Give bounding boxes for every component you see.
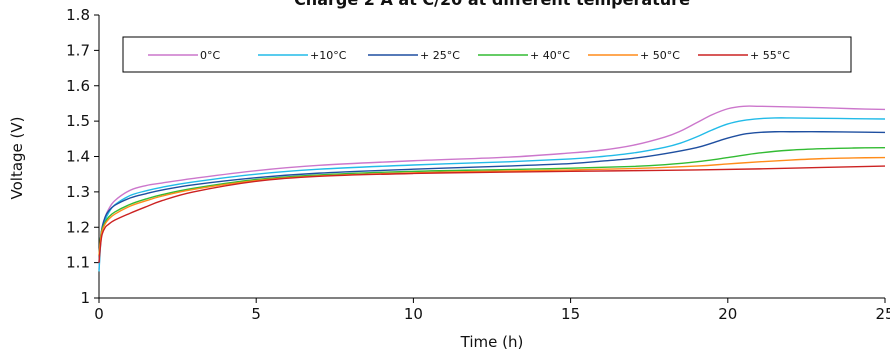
x-tick-label: 5 [251,305,261,323]
series-layer [98,105,886,272]
y-tick-label: 1.4 [66,148,90,166]
y-tick-label: 1.7 [66,41,90,59]
y-tick-label: 1.1 [66,254,90,272]
x-tick-label: 25 [875,305,890,323]
series-line-3 [98,146,886,256]
axes: 1 1.1 1.2 1.3 1.4 1.5 1.6 1.7 1.8 0 5 10 15 20 25 [66,6,890,323]
x-tick-label: 10 [404,305,423,323]
y-tick-label: 1 [80,289,90,307]
series-line-0 [98,105,886,270]
series-line-1 [98,117,886,272]
legend-label-1: +10°C [310,49,347,62]
y-tick-label: 1.8 [66,6,90,24]
chart-title: Charge 2 A at C/20 at different temperat… [294,0,690,9]
legend-label-4: + 50°C [640,49,680,62]
legend-label-5: + 55°C [750,49,790,62]
legend-label-0: 0°C [200,49,220,62]
y-axis-title: Voltage (V) [8,117,26,200]
y-tick-label: 1.6 [66,77,90,95]
legend: 0°C +10°C + 25°C + 40°C + 50°C + 55°C [122,36,852,73]
y-tick-label: 1.2 [66,218,90,236]
x-tick-label: 20 [718,305,737,323]
legend-label-2: + 25°C [420,49,460,62]
y-tick-label: 1.5 [66,112,90,130]
y-tick-label: 1.3 [66,183,90,201]
series-line-2 [98,130,886,263]
x-tick-label: 15 [561,305,580,323]
x-axis-title: Time (h) [460,333,524,351]
legend-label-3: + 40°C [530,49,570,62]
x-tick-label: 0 [94,305,104,323]
series-line-5 [98,165,886,263]
